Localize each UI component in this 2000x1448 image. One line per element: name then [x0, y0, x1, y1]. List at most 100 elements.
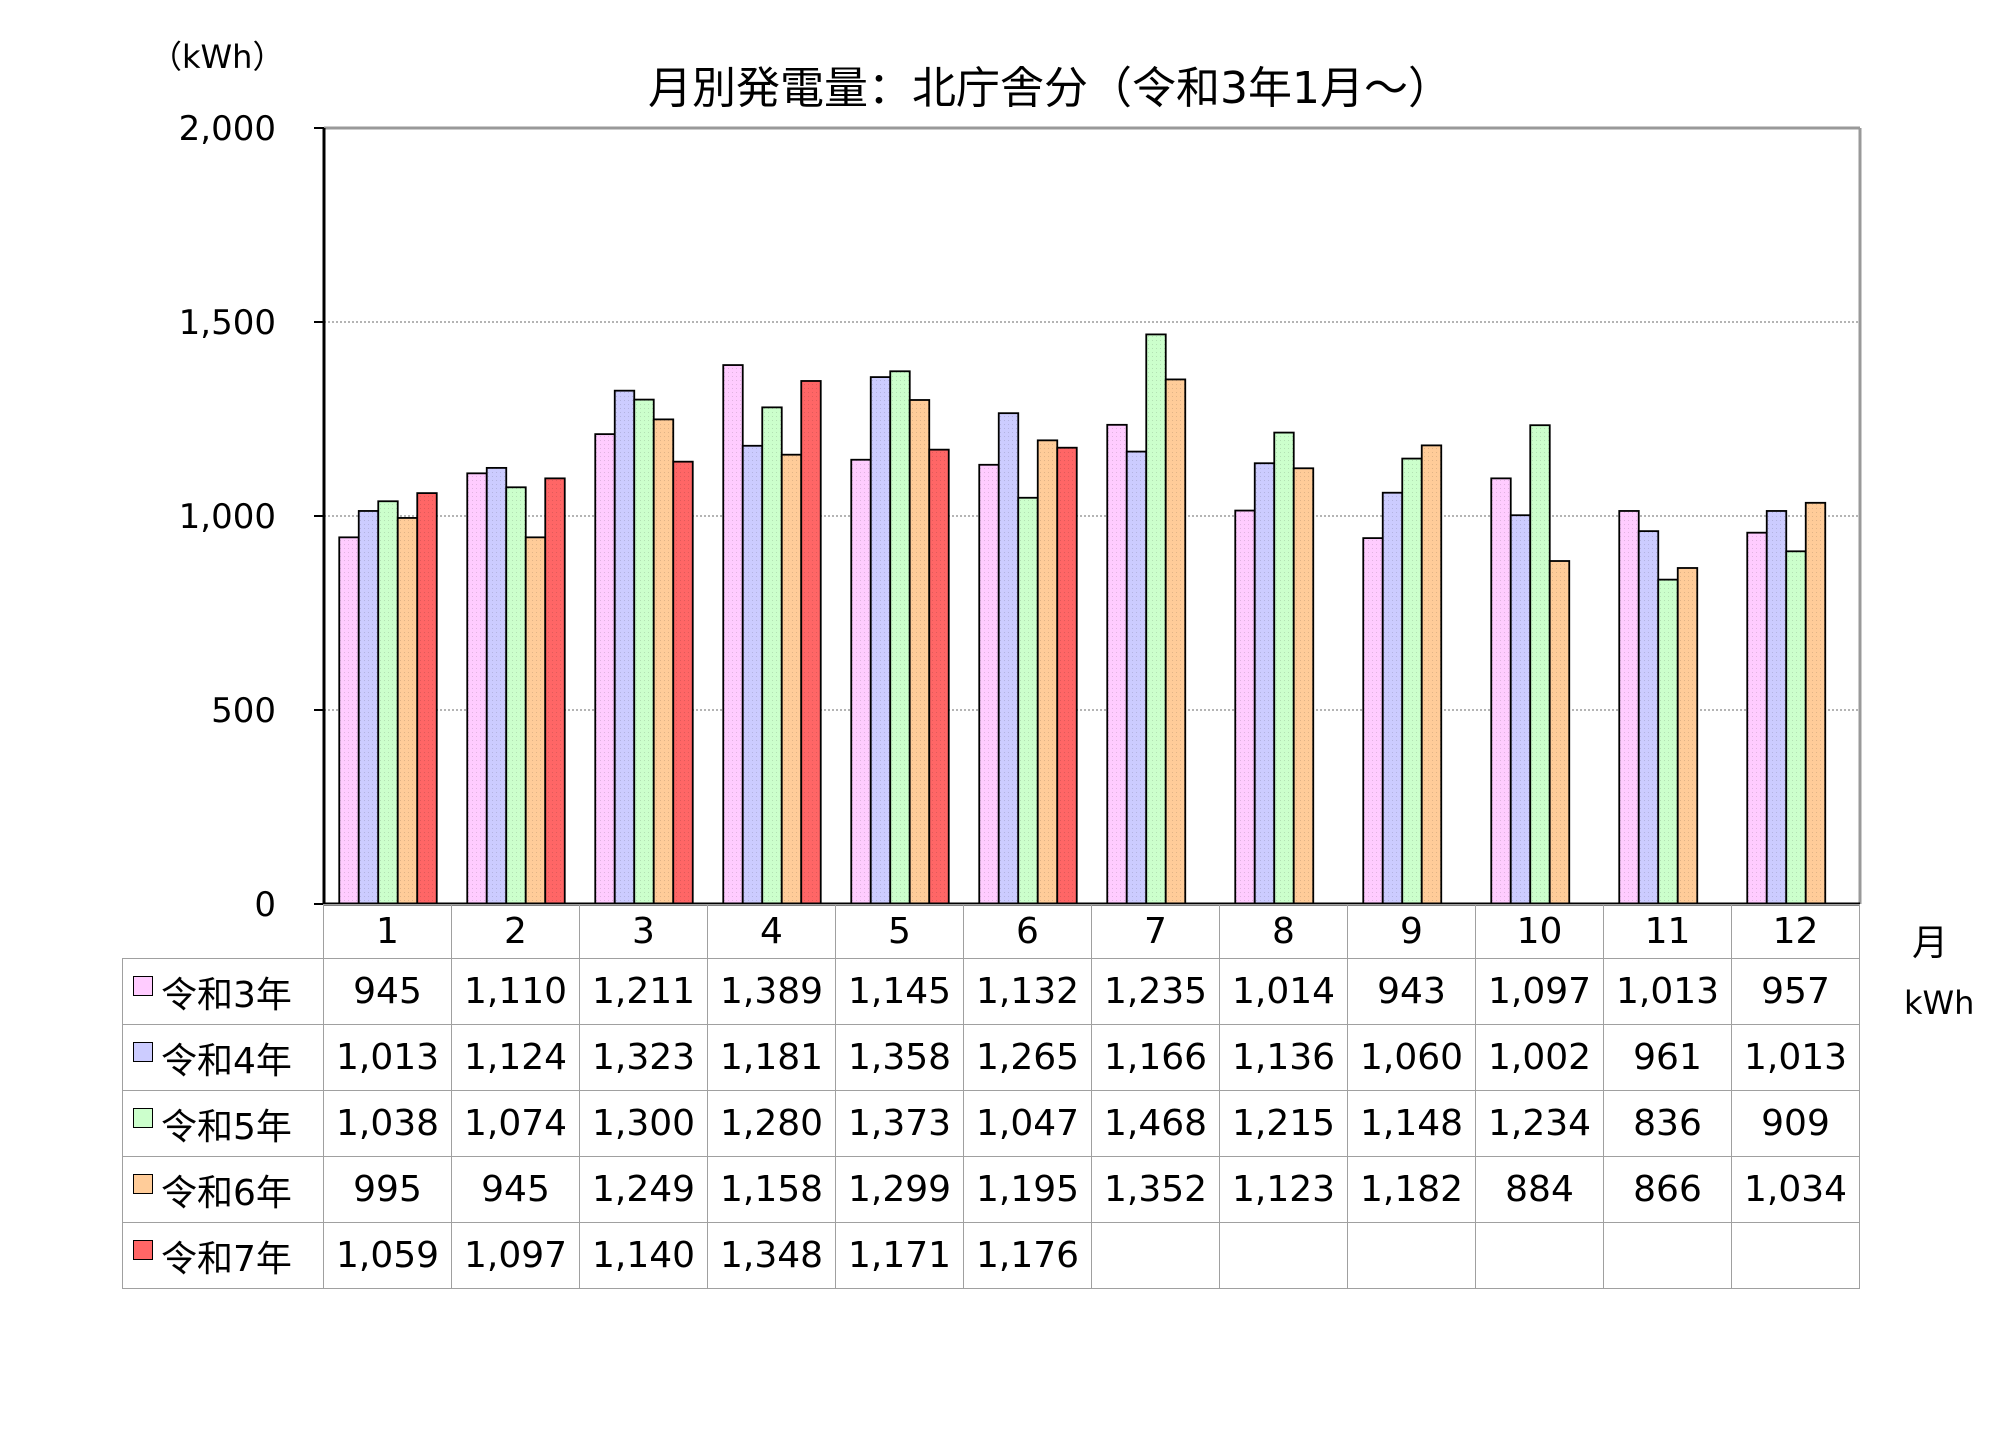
bar-texture: [1235, 510, 1255, 904]
gridlines: [324, 128, 1860, 904]
bars: [338, 333, 1827, 905]
y-tick-label: 2,000: [179, 109, 276, 149]
series-name: 令和3年: [161, 974, 292, 1016]
bar-texture: [1274, 432, 1294, 904]
data-label: 1,059: [323, 1222, 452, 1289]
legend-swatch: [133, 1041, 153, 1062]
bar-texture: [1766, 510, 1787, 904]
bar-texture: [1018, 497, 1038, 904]
series-name: 令和5年: [161, 1106, 292, 1148]
series-2: [357, 376, 1788, 905]
bar-texture: [467, 473, 487, 904]
bar-texture: [634, 399, 654, 904]
bar-texture: [909, 399, 930, 904]
data-label: 1,176: [963, 1222, 1092, 1289]
data-label: 1,171: [835, 1222, 964, 1289]
data-label: 1,014: [1219, 958, 1348, 1025]
bar-texture: [929, 449, 949, 904]
series-5: [416, 380, 1078, 905]
table-unit-label: kWh: [1904, 984, 1975, 1022]
bar-texture: [742, 445, 763, 904]
data-label: 1,140: [579, 1222, 708, 1289]
series-name: 令和7年: [161, 1238, 292, 1280]
data-label: 1,358: [835, 1024, 964, 1091]
data-label: 1,265: [963, 1024, 1092, 1091]
data-label: 1,132: [963, 958, 1092, 1025]
data-label: 1,373: [835, 1090, 964, 1157]
bar-texture: [506, 487, 526, 904]
bar-texture: [1165, 379, 1186, 904]
x-tick-label: 2: [451, 904, 580, 959]
data-label: [1091, 1222, 1220, 1289]
x-tick-label: 6: [963, 904, 1092, 959]
x-tick-label: 10: [1475, 904, 1604, 959]
bar-texture: [1677, 567, 1698, 904]
data-label: [1475, 1222, 1604, 1289]
table-corner: [122, 904, 324, 959]
bar-texture: [1421, 445, 1442, 904]
data-label: 961: [1603, 1024, 1732, 1091]
data-label: 1,195: [963, 1156, 1092, 1223]
table-row: 令和7年 1,059 1,097 1,140 1,348 1,171 1,176: [122, 1222, 1860, 1289]
bar-texture: [1786, 551, 1806, 904]
bar-texture: [653, 419, 674, 904]
bar-texture: [358, 510, 379, 904]
series-1: [338, 364, 1768, 905]
data-label: 1,136: [1219, 1024, 1348, 1091]
bar-texture: [723, 365, 743, 904]
chart-title: 月別発電量：北庁舎分（令和3年1月～）: [648, 63, 1452, 114]
x-tick-label: 3: [579, 904, 708, 959]
legend-entry: 令和7年: [122, 1222, 324, 1289]
bar-texture: [762, 407, 782, 904]
data-label: 945: [451, 1156, 580, 1223]
data-label: 1,074: [451, 1090, 580, 1157]
data-label: 836: [1603, 1090, 1732, 1157]
series-3: [377, 333, 1807, 905]
bar-texture: [979, 464, 999, 904]
y-axis-unit-label: （kWh）: [150, 38, 285, 76]
bar-texture: [339, 537, 359, 904]
data-label: 909: [1731, 1090, 1860, 1157]
x-tick-label: 7: [1091, 904, 1220, 959]
legend-entry: 令和6年: [122, 1156, 324, 1223]
series-name: 令和4年: [161, 1040, 292, 1082]
legend-swatch: [133, 975, 153, 996]
data-label: 957: [1731, 958, 1860, 1025]
bar-texture: [870, 377, 891, 904]
data-label: 1,181: [707, 1024, 836, 1091]
bar-texture: [890, 371, 910, 904]
data-label: 1,235: [1091, 958, 1220, 1025]
x-tick-label: 1: [323, 904, 452, 959]
x-tick-label: 9: [1347, 904, 1476, 959]
bar-texture: [397, 517, 418, 904]
data-label: 1,097: [451, 1222, 580, 1289]
data-label: 1,215: [1219, 1090, 1348, 1157]
data-label: 1,124: [451, 1024, 580, 1091]
legend-swatch: [133, 1107, 153, 1128]
bar-texture: [1363, 538, 1383, 904]
data-label: 1,158: [707, 1156, 836, 1223]
table-row: 令和5年 1,038 1,074 1,300 1,280 1,373 1,047 1,468 1…: [122, 1090, 1860, 1157]
data-label: 1,234: [1475, 1090, 1604, 1157]
data-label: 1,299: [835, 1156, 964, 1223]
legend-entry: 令和3年: [122, 958, 324, 1025]
bar-texture: [1037, 440, 1058, 904]
data-label: 1,002: [1475, 1024, 1604, 1091]
data-label: 1,013: [323, 1024, 452, 1091]
data-label: 1,211: [579, 958, 708, 1025]
bar-texture: [486, 467, 507, 904]
bar-texture: [1057, 447, 1077, 904]
data-label: 1,323: [579, 1024, 708, 1091]
data-label: 1,468: [1091, 1090, 1220, 1157]
bar-texture: [1254, 463, 1275, 904]
bar-texture: [1402, 458, 1422, 904]
legend-entry: 令和4年: [122, 1024, 324, 1091]
data-label: 1,034: [1731, 1156, 1860, 1223]
x-tick-label: 12: [1731, 904, 1860, 959]
bar-texture: [1638, 531, 1659, 904]
data-label: 1,123: [1219, 1156, 1348, 1223]
data-label: 1,280: [707, 1090, 836, 1157]
bar-texture: [801, 380, 821, 904]
